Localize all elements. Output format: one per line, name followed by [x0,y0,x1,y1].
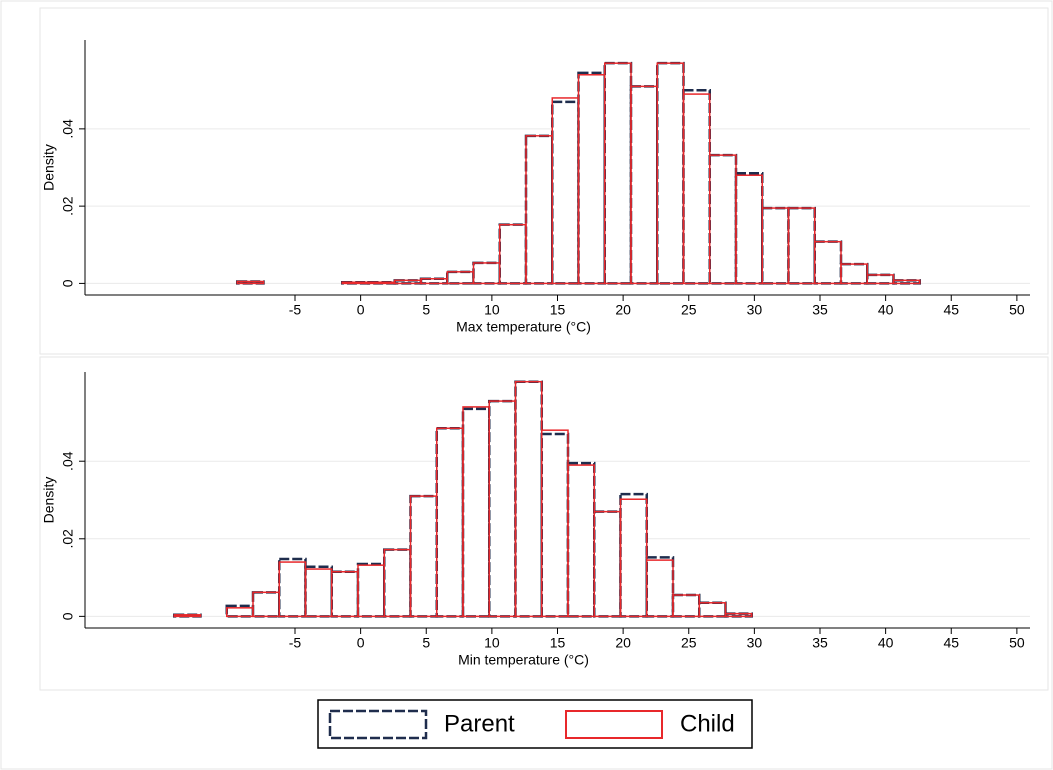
bar [603,61,633,285]
bar [787,206,816,285]
x-tick-label: 15 [550,635,566,651]
x-tick-label: 25 [681,635,697,651]
bar [813,240,843,285]
bar [356,562,386,618]
bar [236,280,265,285]
bar [409,494,438,618]
legend-label: Child [680,710,735,737]
bar [446,270,475,285]
bar [619,492,648,618]
bar [435,426,465,618]
bar [671,593,701,618]
bar [551,100,580,285]
bar [866,274,895,285]
x-tick-label: -5 [289,302,302,318]
legend: Parent Child [317,699,753,749]
bar [540,432,570,618]
y-tick-label: .02 [60,196,76,216]
x-tick-label: 40 [878,635,894,651]
bar [708,153,738,285]
bar [173,614,202,618]
bar [698,602,727,618]
bar [619,498,648,618]
y-tick-label: .04 [60,451,76,471]
bar [734,172,764,285]
bar [892,279,921,285]
bar [514,380,543,618]
x-tick-label: 10 [484,302,500,318]
bar [367,281,396,285]
bar [840,263,868,285]
x-tick-label: 45 [943,635,959,651]
x-tick-label: 0 [357,635,365,651]
bar [698,601,727,618]
x-tick-label: 40 [878,302,894,318]
x-tick-label: -5 [289,635,302,651]
x-tick-label: 5 [422,302,430,318]
y-axis-title: Density [41,477,57,524]
bar [645,556,675,618]
bar [341,281,370,285]
bar [761,206,790,285]
x-tick-label: 35 [812,302,828,318]
x-tick-label: 50 [1009,635,1025,651]
y-tick-label: 0 [60,279,76,287]
bar [593,510,622,618]
bar [866,273,895,285]
bar [629,85,659,285]
bar [646,559,674,618]
x-tick-label: 30 [747,635,763,651]
bar [524,134,554,285]
bar [461,407,491,618]
bar [577,71,606,285]
y-tick-label: .02 [60,529,76,549]
bar [566,461,596,618]
bar [814,240,842,285]
x-tick-label: 25 [681,302,697,318]
y-tick-label: .04 [60,119,76,139]
x-tick-label: 5 [422,635,430,651]
bar [724,612,753,618]
bar [839,262,869,285]
bar [472,261,501,285]
bar [682,88,711,285]
x-tick-label: 50 [1009,302,1025,318]
bar [330,570,360,618]
x-tick-label: 20 [615,635,631,651]
bar [278,557,307,618]
x-axis-title: Min temperature (°C) [458,652,589,668]
x-tick-label: 15 [550,302,566,318]
x-tick-label: 10 [484,635,500,651]
y-axis-title: Density [41,144,57,191]
bar [251,591,281,618]
bar [498,223,528,285]
x-tick-label: 35 [812,635,828,651]
y-tick-label: 0 [60,612,76,620]
x-tick-label: 0 [357,302,365,318]
bar [656,61,685,285]
x-axis-title: Max temperature (°C) [456,319,591,335]
x-tick-label: 45 [943,302,959,318]
x-tick-label: 20 [615,302,631,318]
legend-label: Parent [444,710,515,737]
x-tick-label: 30 [747,302,763,318]
bar [488,399,517,618]
bar [304,565,333,618]
bar [383,548,412,618]
legend-swatch [328,709,428,740]
legend-swatch [565,710,663,739]
legend-box [317,699,753,749]
